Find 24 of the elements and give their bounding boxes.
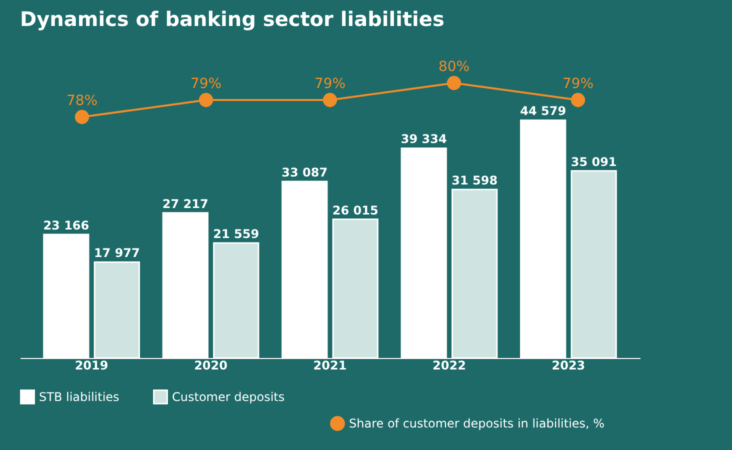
data-label: 26 015 xyxy=(332,203,378,218)
data-label: 78% xyxy=(66,93,98,109)
data-label: 21 559 xyxy=(213,227,260,242)
data-label: 79% xyxy=(190,76,222,92)
chart-title: Dynamics of banking sector liabilities xyxy=(20,7,444,31)
data-label: 23 166 xyxy=(43,218,90,232)
x-tick-label: 2022 xyxy=(432,358,466,372)
data-label: 33 087 xyxy=(282,166,328,180)
data-label: 79% xyxy=(562,76,594,92)
data-label: 44 579 xyxy=(520,104,566,118)
data-label: 80% xyxy=(438,59,470,75)
data-label: 39 334 xyxy=(400,132,447,146)
legend-label: Customer deposits xyxy=(172,390,285,404)
x-tick-label: 2023 xyxy=(552,358,586,372)
data-label: 79% xyxy=(314,76,346,92)
x-tick-label: 2020 xyxy=(194,358,228,372)
data-label: 35 091 xyxy=(570,154,617,169)
legend-label: STB liabilities xyxy=(39,390,120,404)
x-tick-label: 2019 xyxy=(74,358,108,372)
legend-label: Share of customer deposits in liabilities, % xyxy=(349,416,605,430)
data-label: 31 598 xyxy=(452,173,498,188)
x-tick-label: 2021 xyxy=(313,358,347,372)
data-label: 17 977 xyxy=(94,246,140,260)
data-label: 27 217 xyxy=(162,196,208,211)
